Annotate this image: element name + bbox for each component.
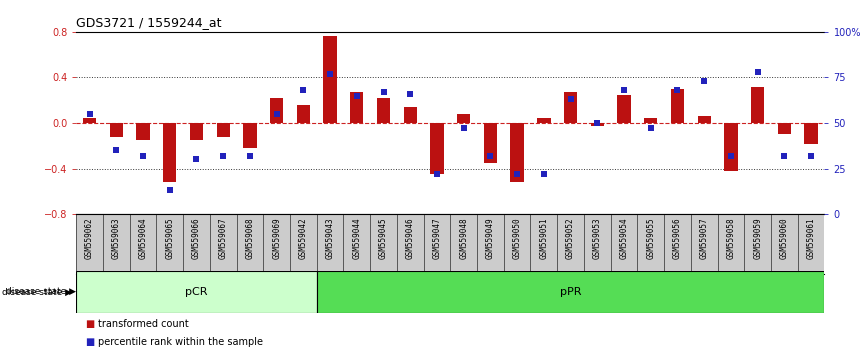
Bar xyxy=(190,123,204,140)
Bar xyxy=(591,123,604,126)
Bar xyxy=(270,98,283,123)
Text: GSM559044: GSM559044 xyxy=(352,217,361,259)
Text: GSM559057: GSM559057 xyxy=(700,217,708,259)
Text: GSM559046: GSM559046 xyxy=(406,217,415,259)
Bar xyxy=(163,123,177,182)
Text: GSM559047: GSM559047 xyxy=(432,217,442,259)
Bar xyxy=(537,119,551,123)
Bar xyxy=(644,119,657,123)
Text: GSM559069: GSM559069 xyxy=(272,217,281,259)
Text: GSM559066: GSM559066 xyxy=(192,217,201,259)
Bar xyxy=(805,123,818,143)
Text: GSM559053: GSM559053 xyxy=(593,217,602,259)
Text: pCR: pCR xyxy=(185,287,208,297)
Text: GSM559060: GSM559060 xyxy=(780,217,789,259)
Text: percentile rank within the sample: percentile rank within the sample xyxy=(98,337,263,347)
Text: GSM559050: GSM559050 xyxy=(513,217,521,259)
Bar xyxy=(617,95,630,123)
Text: GSM559048: GSM559048 xyxy=(459,217,469,259)
Bar xyxy=(350,92,364,123)
Text: GSM559061: GSM559061 xyxy=(806,217,816,259)
Text: GSM559051: GSM559051 xyxy=(540,217,548,259)
Bar xyxy=(430,123,443,174)
Text: GSM559063: GSM559063 xyxy=(112,217,120,259)
Text: ■: ■ xyxy=(85,319,94,329)
Text: transformed count: transformed count xyxy=(98,319,189,329)
Bar xyxy=(76,271,317,313)
Text: disease state ▶: disease state ▶ xyxy=(2,288,72,297)
Text: disease state ▶: disease state ▶ xyxy=(5,287,75,296)
Text: GSM559045: GSM559045 xyxy=(379,217,388,259)
Bar xyxy=(136,123,150,140)
Bar xyxy=(110,123,123,137)
Bar xyxy=(778,123,791,135)
Bar xyxy=(317,271,824,313)
Text: ■: ■ xyxy=(85,337,94,347)
Bar xyxy=(724,123,738,171)
Bar xyxy=(83,119,96,123)
Bar xyxy=(297,105,310,123)
Bar xyxy=(751,86,765,123)
Bar xyxy=(323,36,337,123)
Text: GSM559042: GSM559042 xyxy=(299,217,307,259)
Bar xyxy=(243,123,256,148)
Bar xyxy=(564,92,578,123)
Text: GSM559068: GSM559068 xyxy=(245,217,255,259)
Text: GSM559067: GSM559067 xyxy=(219,217,228,259)
Text: GSM559056: GSM559056 xyxy=(673,217,682,259)
Text: GSM559064: GSM559064 xyxy=(139,217,147,259)
Bar xyxy=(510,123,524,182)
Text: GSM559065: GSM559065 xyxy=(165,217,174,259)
Bar xyxy=(377,98,391,123)
Text: GSM559052: GSM559052 xyxy=(566,217,575,259)
Text: GSM559054: GSM559054 xyxy=(619,217,629,259)
Bar xyxy=(697,116,711,123)
Text: GDS3721 / 1559244_at: GDS3721 / 1559244_at xyxy=(76,16,222,29)
Text: GSM559049: GSM559049 xyxy=(486,217,494,259)
Text: GSM559055: GSM559055 xyxy=(646,217,656,259)
Bar xyxy=(484,123,497,163)
Text: GSM559043: GSM559043 xyxy=(326,217,334,259)
Text: pPR: pPR xyxy=(559,287,581,297)
Bar xyxy=(404,107,417,123)
Text: GSM559059: GSM559059 xyxy=(753,217,762,259)
Text: GSM559058: GSM559058 xyxy=(727,217,735,259)
Text: GSM559062: GSM559062 xyxy=(85,217,94,259)
Bar xyxy=(457,114,470,123)
Bar xyxy=(671,89,684,123)
Bar xyxy=(216,123,229,137)
